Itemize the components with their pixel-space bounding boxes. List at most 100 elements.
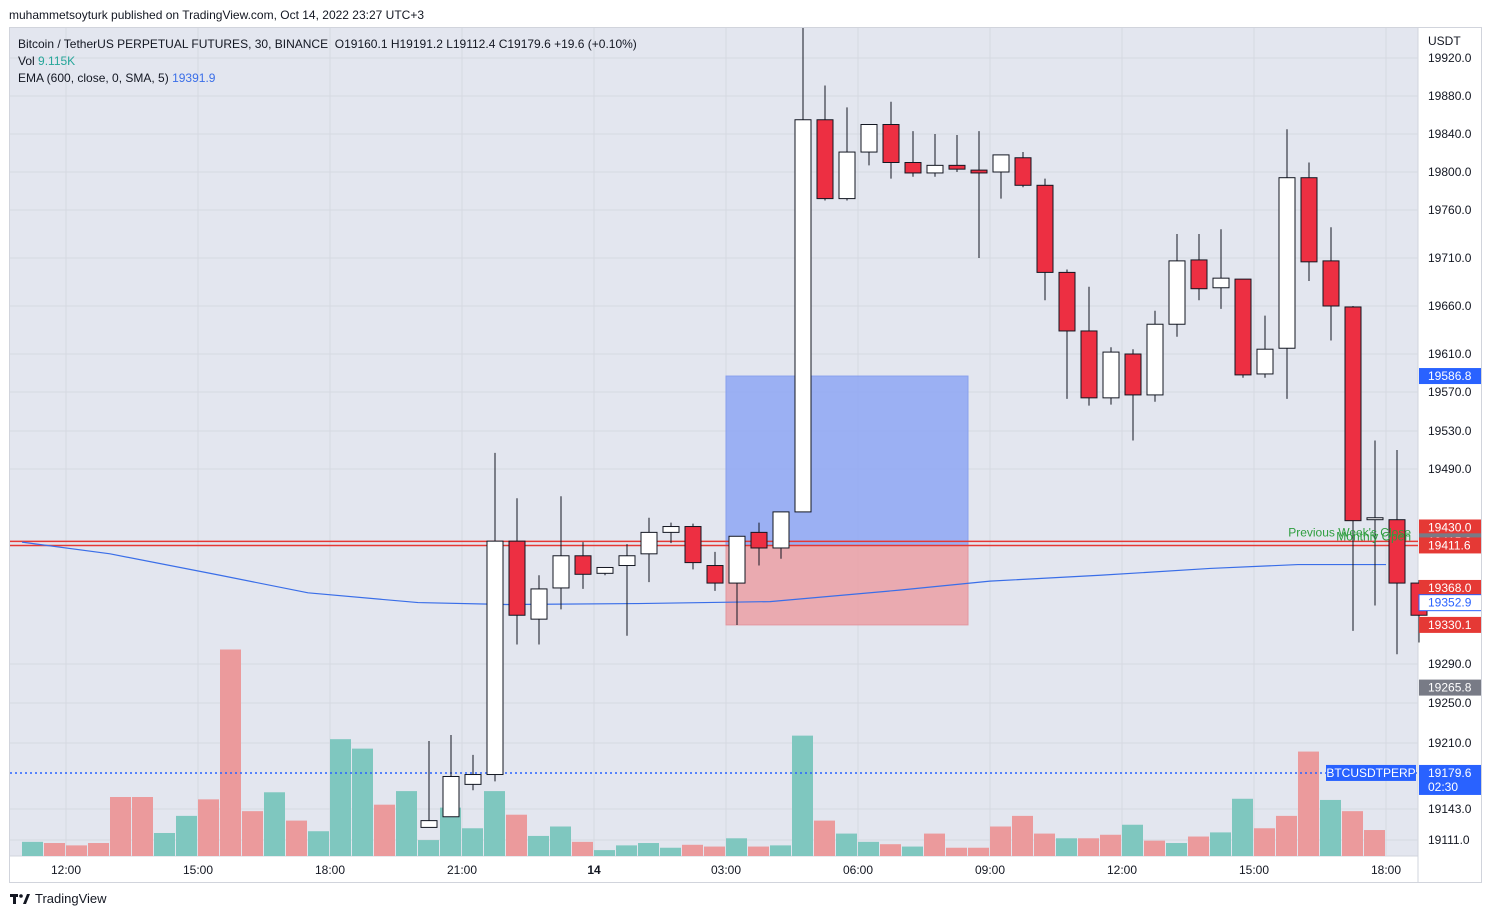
volume-bar <box>286 820 307 856</box>
candle-up <box>530 588 548 620</box>
volume-bar <box>1100 834 1121 856</box>
grid <box>10 28 1418 856</box>
symbol-tag-box <box>1326 764 1416 781</box>
ema-line-legend[interactable]: EMA (600, close, 0, SMA, 5) 19391.9 <box>18 70 637 87</box>
tradingview-brand[interactable]: TradingView <box>35 891 107 906</box>
ohlc-values: O19160.1 H19191.2 L19112.4 C19179.6 +19.… <box>334 37 637 51</box>
y-tick-label: 19920.0 <box>1428 51 1472 65</box>
price-tag-text: 19430.0 <box>1428 521 1472 535</box>
volume-bar <box>968 847 989 856</box>
candle-down <box>1058 271 1076 332</box>
candle-up <box>860 124 878 153</box>
volume-bar <box>484 791 505 856</box>
price-tag-box <box>1419 537 1481 554</box>
publisher-caption: muhammetsoyturk published on TradingView… <box>9 8 425 22</box>
y-tick-label: 19610.0 <box>1428 347 1472 361</box>
volume-bar <box>1364 830 1385 856</box>
volume-bar <box>330 739 351 856</box>
candle-down <box>1014 157 1032 186</box>
axis-unit: USDT <box>1428 34 1461 48</box>
current-price-text: 19179.6 <box>1428 766 1472 780</box>
volume-bar <box>572 841 593 856</box>
y-tick-label: 19290.0 <box>1428 657 1472 671</box>
volume-bar <box>462 828 483 856</box>
volume-bar <box>638 843 659 856</box>
candle-down <box>1344 306 1362 522</box>
volume-bar <box>924 833 945 856</box>
price-tag-box <box>1419 579 1481 596</box>
y-tick-label: 19840.0 <box>1428 127 1472 141</box>
candle-down <box>1036 184 1054 273</box>
volume-bar <box>110 797 131 856</box>
price-axis-background <box>1418 28 1481 882</box>
price-tag-box <box>1419 616 1481 633</box>
stop-zone <box>725 544 969 626</box>
volume-bar <box>44 843 65 856</box>
volume-bar <box>1078 838 1099 856</box>
candle-up <box>640 531 658 555</box>
y-tick-label: 19530.0 <box>1428 424 1472 438</box>
y-tick-label: 19210.0 <box>1428 736 1472 750</box>
tradingview-logo-icon[interactable] <box>10 893 30 905</box>
x-tick-label: 14 <box>587 863 601 877</box>
volume-bar <box>1320 799 1341 856</box>
candle-down <box>1080 330 1098 399</box>
candle-up <box>552 555 570 589</box>
volume-bar <box>1166 843 1187 856</box>
level-label: Previous Week's Close <box>1288 525 1411 539</box>
footer: TradingView <box>10 891 107 906</box>
y-tick-label: 19143.0 <box>1428 802 1472 816</box>
volume-bar <box>1254 828 1275 856</box>
price-tag-text: 19330.1 <box>1428 618 1472 632</box>
candle-down <box>1234 278 1252 376</box>
volume-value: 9.115K <box>38 54 76 68</box>
volume-bar <box>792 735 813 856</box>
chart-legend: Bitcoin / TetherUS PERPETUAL FUTURES, 30… <box>18 36 637 87</box>
candle-down <box>904 162 922 174</box>
volume-bar <box>374 804 395 856</box>
volume-label: Vol <box>18 54 35 68</box>
volume-bar <box>1276 815 1297 856</box>
volume-bar <box>308 831 329 856</box>
candle-down <box>1190 259 1208 290</box>
candle-down <box>750 531 768 549</box>
time-axis: 12:00 15:00 18:00 21:00 14 03:00 06:00 09:00 12:… <box>51 863 1401 877</box>
candle-up <box>596 566 614 574</box>
candle-down <box>1322 260 1340 307</box>
candle-up <box>794 119 812 513</box>
volume-bar <box>616 845 637 856</box>
candle-down <box>684 526 702 564</box>
x-tick-label: 09:00 <box>975 863 1005 877</box>
volume-bar <box>352 748 373 856</box>
volume-bar <box>902 846 923 856</box>
chart-frame[interactable]: Previous Week's Close Monthly Open USDT 19… <box>9 27 1482 883</box>
y-tick-label: 19250.0 <box>1428 696 1472 710</box>
volume-bar <box>660 847 681 856</box>
volume-bar <box>220 649 241 856</box>
volume-bar <box>1012 815 1033 856</box>
candle-up <box>772 511 790 549</box>
x-tick-label: 03:00 <box>711 863 741 877</box>
volume-bar <box>176 815 197 856</box>
volume-bar <box>440 807 461 856</box>
volume-line[interactable]: Vol 9.115K <box>18 53 637 70</box>
volume-bar <box>858 841 879 856</box>
x-tick-label: 06:00 <box>843 863 873 877</box>
price-tag-box <box>1419 368 1481 385</box>
volume-bar <box>814 820 835 856</box>
x-tick-label: 15:00 <box>1239 863 1269 877</box>
volume-bar <box>682 844 703 856</box>
volume-bar <box>242 811 263 856</box>
current-price-tag-box <box>1419 764 1481 795</box>
volume-bar <box>1034 833 1055 856</box>
price-tag-box <box>1418 594 1481 612</box>
candle-up <box>926 164 944 174</box>
symbol-line[interactable]: Bitcoin / TetherUS PERPETUAL FUTURES, 30… <box>18 36 637 53</box>
volume-bar <box>1188 836 1209 856</box>
price-tag-text: 19352.9 <box>1428 596 1472 610</box>
horizontal-levels <box>10 540 1418 774</box>
x-tick-label: 18:00 <box>315 863 345 877</box>
candle-up <box>838 151 856 200</box>
